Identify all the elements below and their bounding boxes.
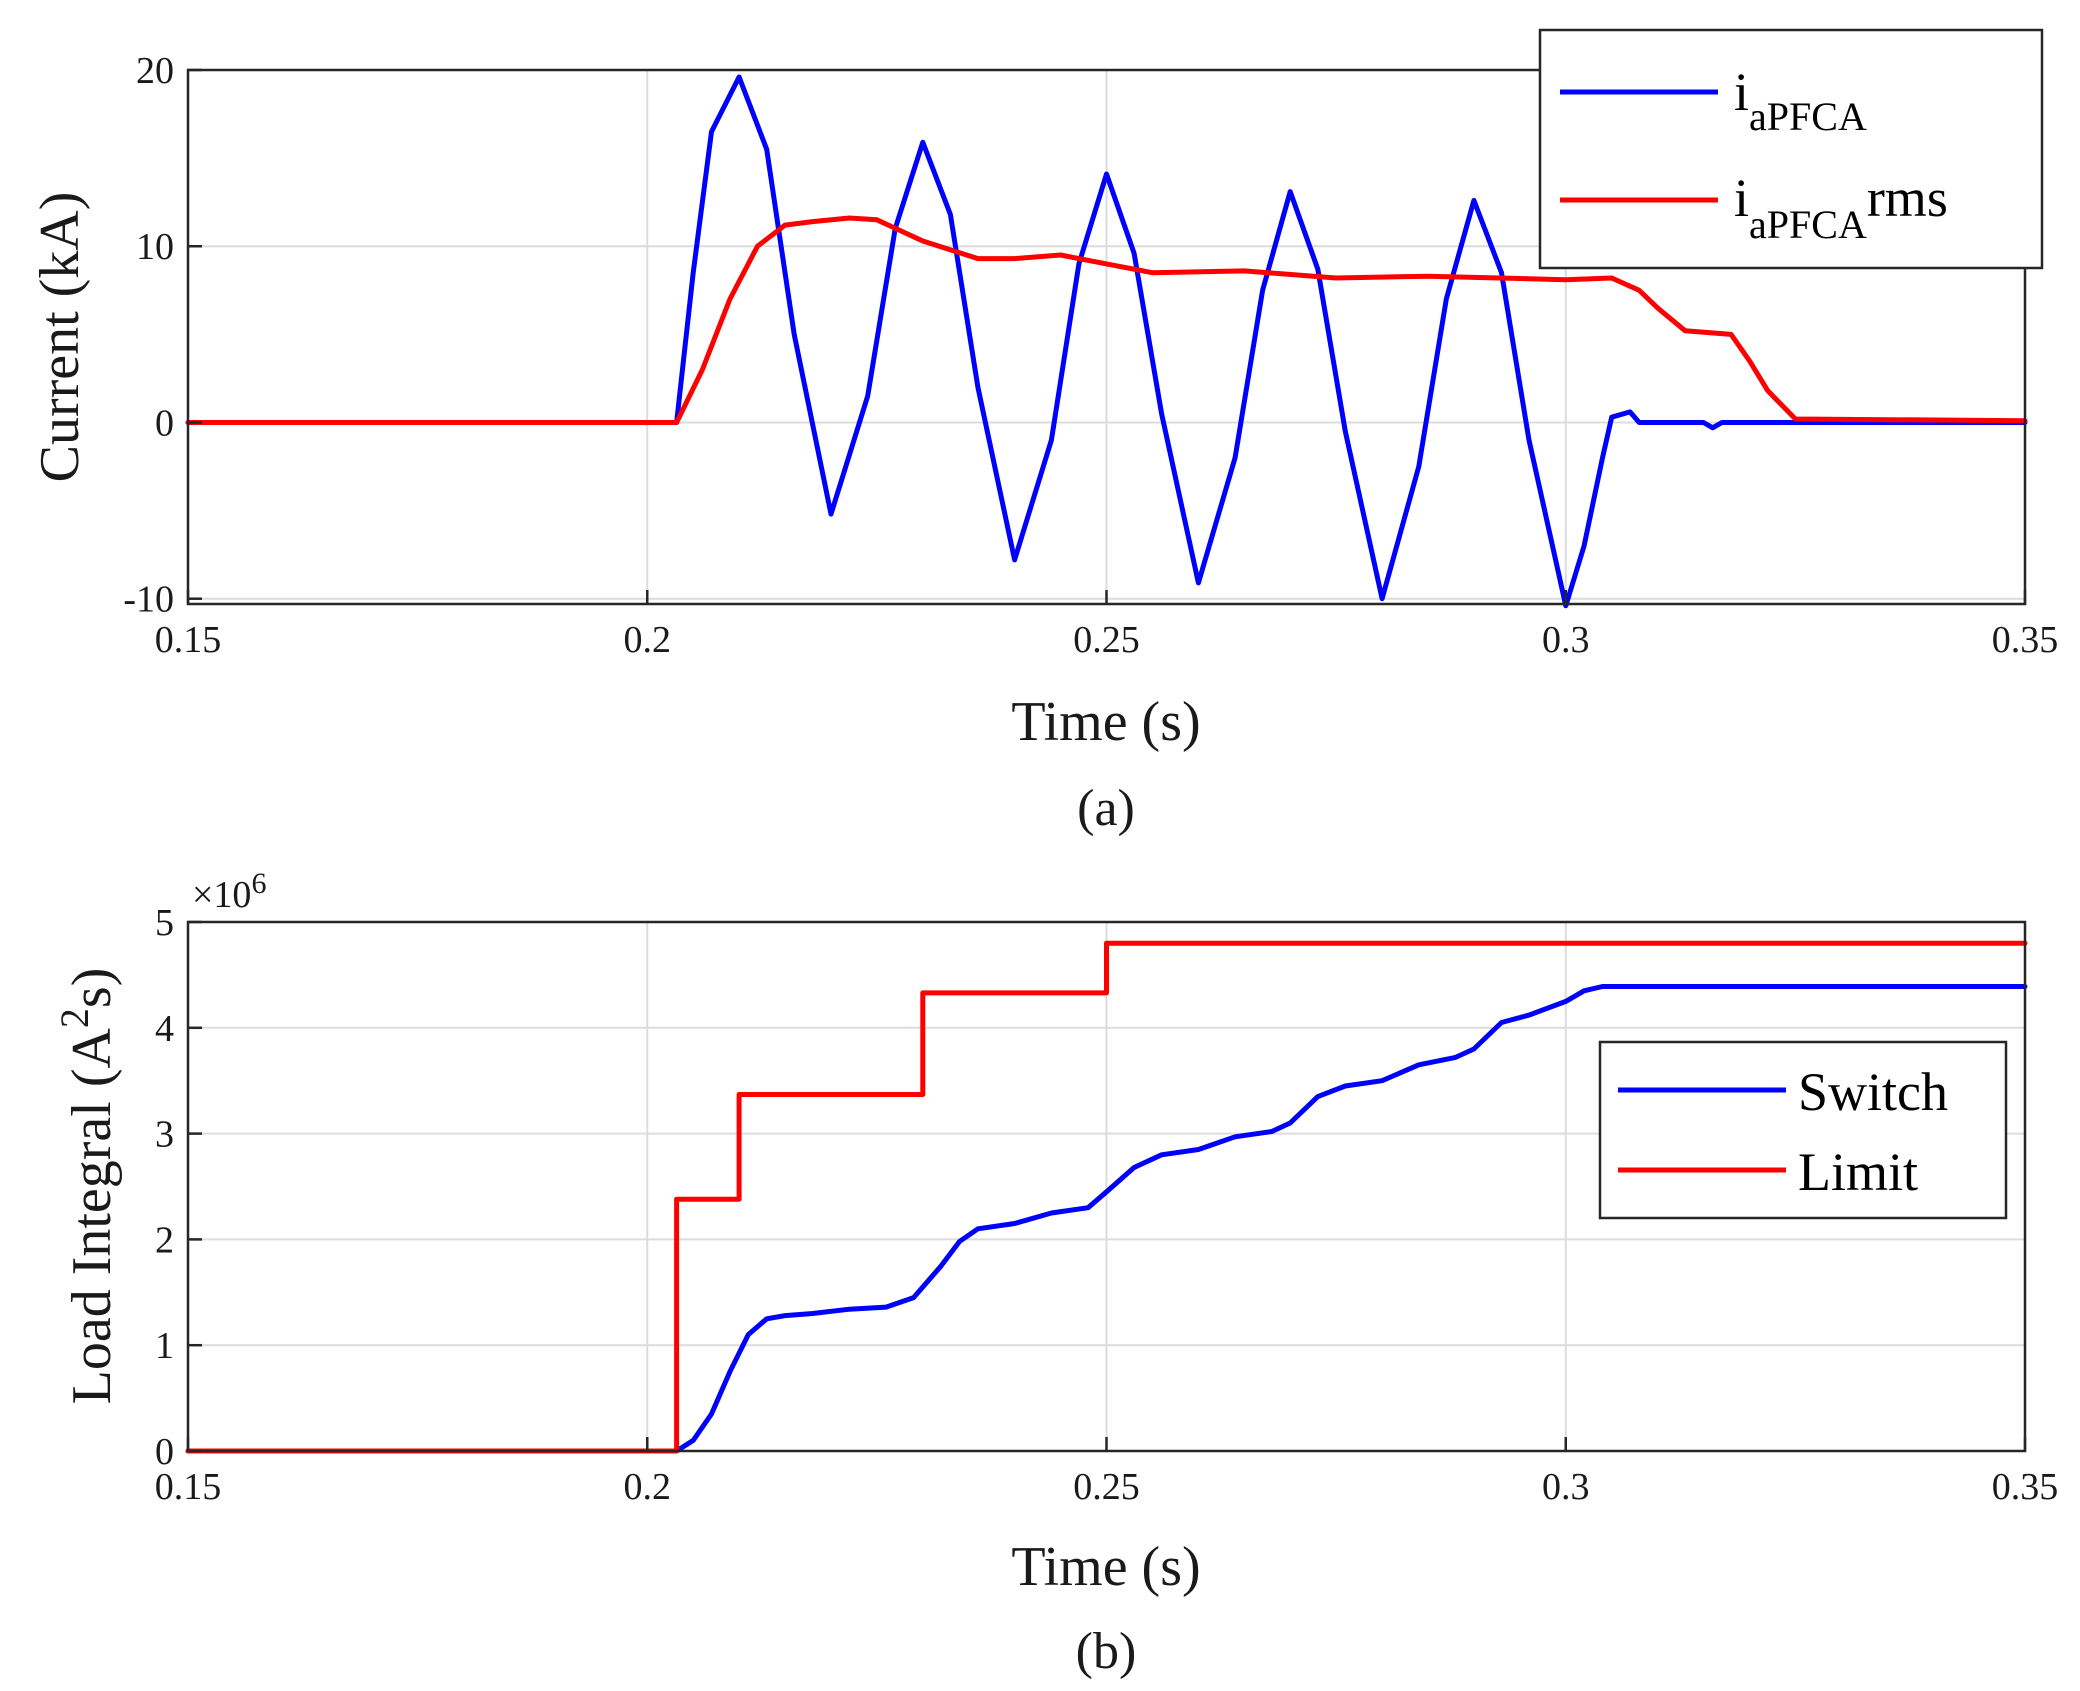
panel-b-xtick-label: 0.15	[155, 1466, 222, 1508]
panel-a-xtick-label: 0.2	[624, 619, 672, 661]
legend-label-iapfca-main: i	[1734, 62, 1749, 122]
legend-label-iapfca-rms-main: i	[1734, 168, 1749, 228]
legend-label-switch: Switch	[1798, 1062, 1948, 1122]
panel-a-xtick-label: 0.3	[1542, 619, 1590, 661]
panel-a-xtick-label: 0.35	[1992, 619, 2059, 661]
panel-b-ylabel: Load Integral (A2s)	[52, 968, 123, 1405]
panel-b-xlabel: Time (s)	[1011, 1536, 1200, 1598]
panel-b-ytick-label: 2	[155, 1219, 174, 1261]
panel-b: 0.15 0.2 0.25 0.3 0.35 0 1 2 3 4 5 ×106 Load Integ…	[52, 867, 2058, 1680]
panel-a-xtick-label: 0.25	[1073, 619, 1140, 661]
panel-b-xtick-label: 0.35	[1992, 1466, 2059, 1508]
panel-b-series	[185, 940, 2028, 1454]
legend-label-iapfca: iaPFCA	[1734, 62, 1867, 139]
legend-label-iapfca-sub: aPFCA	[1749, 94, 1867, 139]
panel-b-legend: Switch Limit	[1598, 1040, 2008, 1220]
legend-label-iapfca-rms-sub: aPFCA	[1749, 202, 1867, 247]
panel-b-ylabel-main: Load Integral (A	[61, 1028, 123, 1405]
panel-b-exponent: ×106	[192, 867, 266, 916]
panel-b-ytick-label: 1	[155, 1325, 174, 1367]
panel-b-xtick-label: 0.25	[1073, 1466, 1140, 1508]
panel-a-ticks: 0.15 0.2 0.25 0.3 0.35 -10 0 10 20	[123, 50, 2058, 661]
panel-b-legend-box	[1598, 1040, 2008, 1220]
panel-b-ytick-label: 4	[155, 1008, 174, 1050]
panel-b-ylabel-sup: 2	[52, 1008, 97, 1028]
panel-a-xtick-label: 0.15	[155, 619, 222, 661]
series-line-switch	[185, 984, 2028, 1454]
panel-a-xlabel: Time (s)	[1011, 691, 1200, 753]
series-line-i-apfca-rms	[185, 215, 2028, 425]
panel-b-ytick-label: 3	[155, 1114, 174, 1156]
legend-label-iapfca-rms: iaPFCArms	[1734, 168, 1948, 247]
legend-label-limit: Limit	[1798, 1142, 1918, 1202]
panel-b-ticks: 0.15 0.2 0.25 0.3 0.35 0 1 2 3 4 5	[155, 902, 2059, 1508]
panel-a-ytick-label: -10	[123, 579, 174, 621]
panel-b-xtick-label: 0.3	[1542, 1466, 1590, 1508]
panel-b-ytick-label: 5	[155, 902, 174, 944]
panel-b-caption: (b)	[1076, 1623, 1137, 1680]
panel-b-xtick-label: 0.2	[624, 1466, 672, 1508]
panel-b-ytick-label: 0	[155, 1431, 174, 1473]
panel-a-legend-box	[1538, 28, 2044, 270]
panel-a-ytick-label: 0	[155, 402, 174, 444]
panel-a-ylabel: Current (kA)	[29, 192, 91, 483]
legend-label-iapfca-rms-sup: rms	[1867, 168, 1948, 228]
panel-b-exponent-base: ×10	[192, 874, 251, 916]
series-line-limit	[185, 940, 2028, 1454]
series-line-i-apfca	[185, 74, 2028, 609]
panel-b-ylabel-tail: s)	[61, 968, 123, 1008]
panel-a-ytick-label: 10	[136, 226, 174, 268]
panel-a-ytick-label: 20	[136, 50, 174, 92]
panel-a-caption: (a)	[1077, 780, 1135, 837]
panel-a-legend: iaPFCA iaPFCArms	[1538, 28, 2044, 270]
panel-b-exponent-sup: 6	[251, 867, 266, 900]
panel-a-series	[185, 74, 2028, 609]
